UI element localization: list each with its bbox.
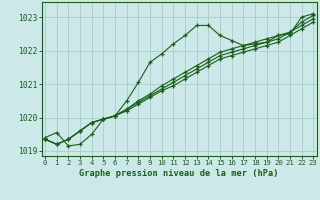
X-axis label: Graphe pression niveau de la mer (hPa): Graphe pression niveau de la mer (hPa) (79, 169, 279, 178)
